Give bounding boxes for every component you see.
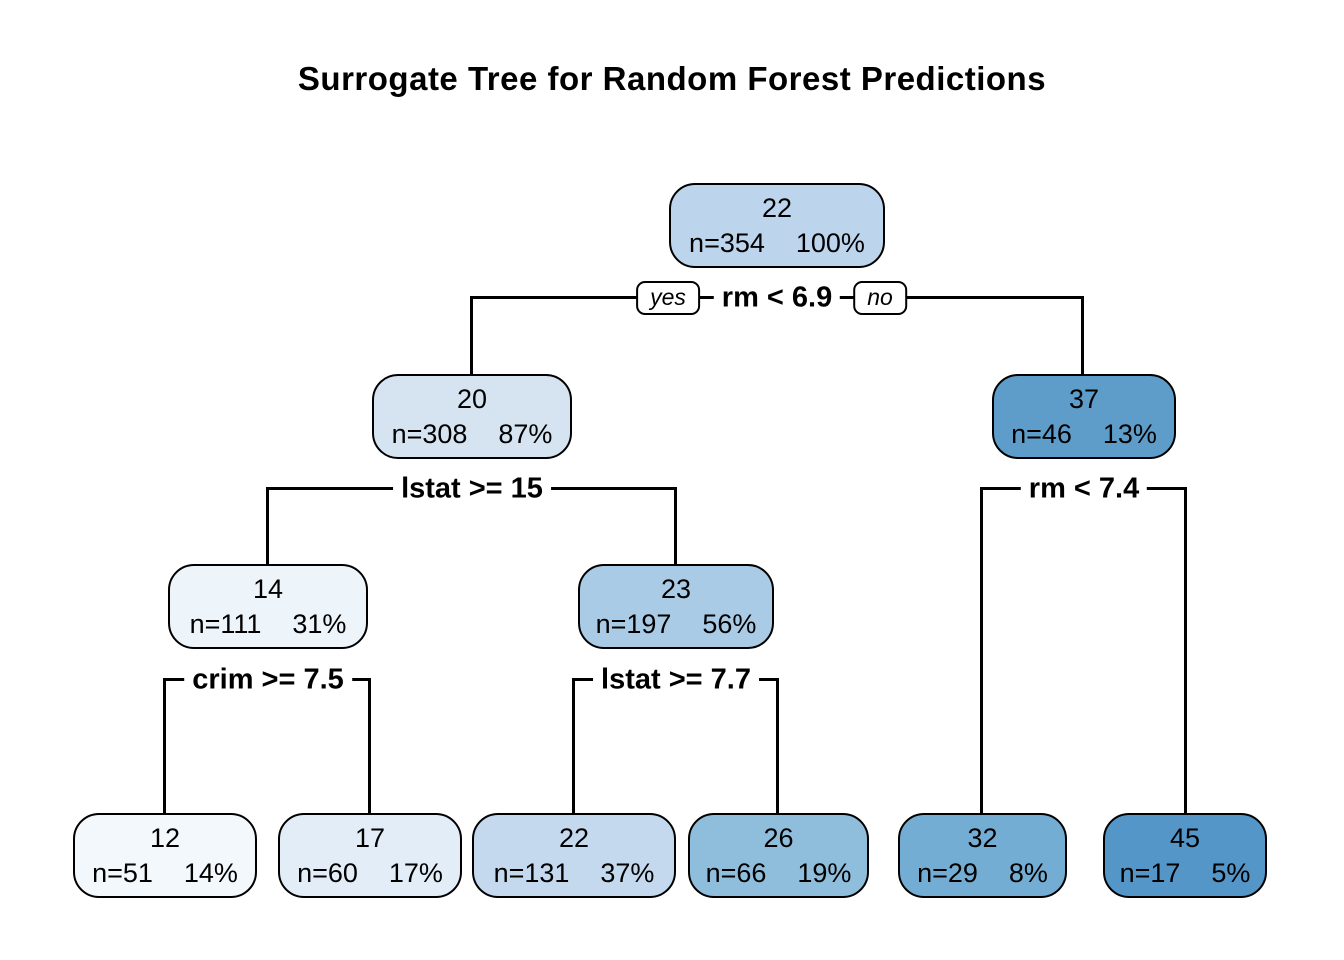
- node-23: 23 n=197 56%: [578, 564, 774, 649]
- leaf-12-value: 12: [149, 822, 181, 853]
- node-23-value: 23: [660, 573, 692, 604]
- node-37-stats: n=46 13%: [1011, 418, 1157, 449]
- leaf-22-value: 22: [558, 822, 590, 853]
- leaf-45: 45 n=17 5%: [1103, 813, 1267, 898]
- node-23-stats: n=197 56%: [595, 608, 757, 639]
- node-37: 37 n=46 13%: [992, 374, 1176, 459]
- node-root: 22 n=354 100%: [669, 183, 885, 268]
- leaf-22-stats: n=131 37%: [493, 857, 655, 888]
- node-14-value: 14: [252, 573, 284, 604]
- connector-leaf26-drop: [776, 678, 779, 814]
- leaf-32-value: 32: [967, 822, 998, 853]
- node-14-stats: n=111 31%: [189, 608, 347, 639]
- split-label-rm-6-9: rm < 6.9: [713, 281, 841, 315]
- split-label-rm-7-4: rm < 7.4: [1020, 472, 1148, 506]
- leaf-22: 22 n=131 37%: [472, 813, 676, 898]
- leaf-32-stats: n=29 8%: [917, 857, 1048, 888]
- node-14: 14 n=111 31%: [168, 564, 368, 649]
- leaf-12: 12 n=51 14%: [73, 813, 257, 898]
- node-20: 20 n=308 87%: [372, 374, 572, 459]
- split-label-lstat-7-7: lstat >= 7.7: [593, 663, 759, 697]
- branch-chip-no: no: [853, 281, 907, 315]
- leaf-45-stats: n=17 5%: [1119, 857, 1251, 888]
- leaf-45-value: 45: [1169, 822, 1201, 853]
- leaf-26-stats: n=66 19%: [705, 857, 852, 888]
- connector-leaf17-drop: [368, 678, 371, 814]
- split-label-crim-7-5: crim >= 7.5: [184, 663, 352, 697]
- split-label-lstat-15: lstat >= 15: [393, 472, 551, 506]
- leaf-17: 17 n=60 17%: [278, 813, 462, 898]
- connector-left-left-drop: [266, 487, 269, 565]
- leaf-32: 32 n=29 8%: [898, 813, 1067, 898]
- leaf-17-value: 17: [354, 822, 386, 853]
- connector-root-right-drop: [1081, 296, 1084, 374]
- leaf-12-stats: n=51 14%: [92, 857, 238, 888]
- branch-chip-yes: yes: [636, 281, 700, 315]
- connector-left-right-drop: [674, 487, 677, 565]
- node-root-stats: n=354 100%: [689, 227, 865, 258]
- node-20-value: 20: [456, 383, 488, 414]
- connector-root-left-drop: [470, 296, 473, 374]
- leaf-17-stats: n=60 17%: [297, 857, 443, 888]
- node-37-value: 37: [1068, 383, 1100, 414]
- connector-leaf22-drop: [572, 678, 575, 814]
- node-20-stats: n=308 87%: [391, 418, 553, 449]
- connector-leaf12-drop: [163, 678, 166, 814]
- plot-title: Surrogate Tree for Random Forest Predict…: [297, 60, 1047, 97]
- leaf-26: 26 n=66 19%: [688, 813, 869, 898]
- node-root-value: 22: [761, 192, 793, 223]
- connector-right-right-drop: [1184, 487, 1187, 814]
- connector-right-left-drop: [980, 487, 983, 814]
- leaf-26-value: 26: [763, 822, 794, 853]
